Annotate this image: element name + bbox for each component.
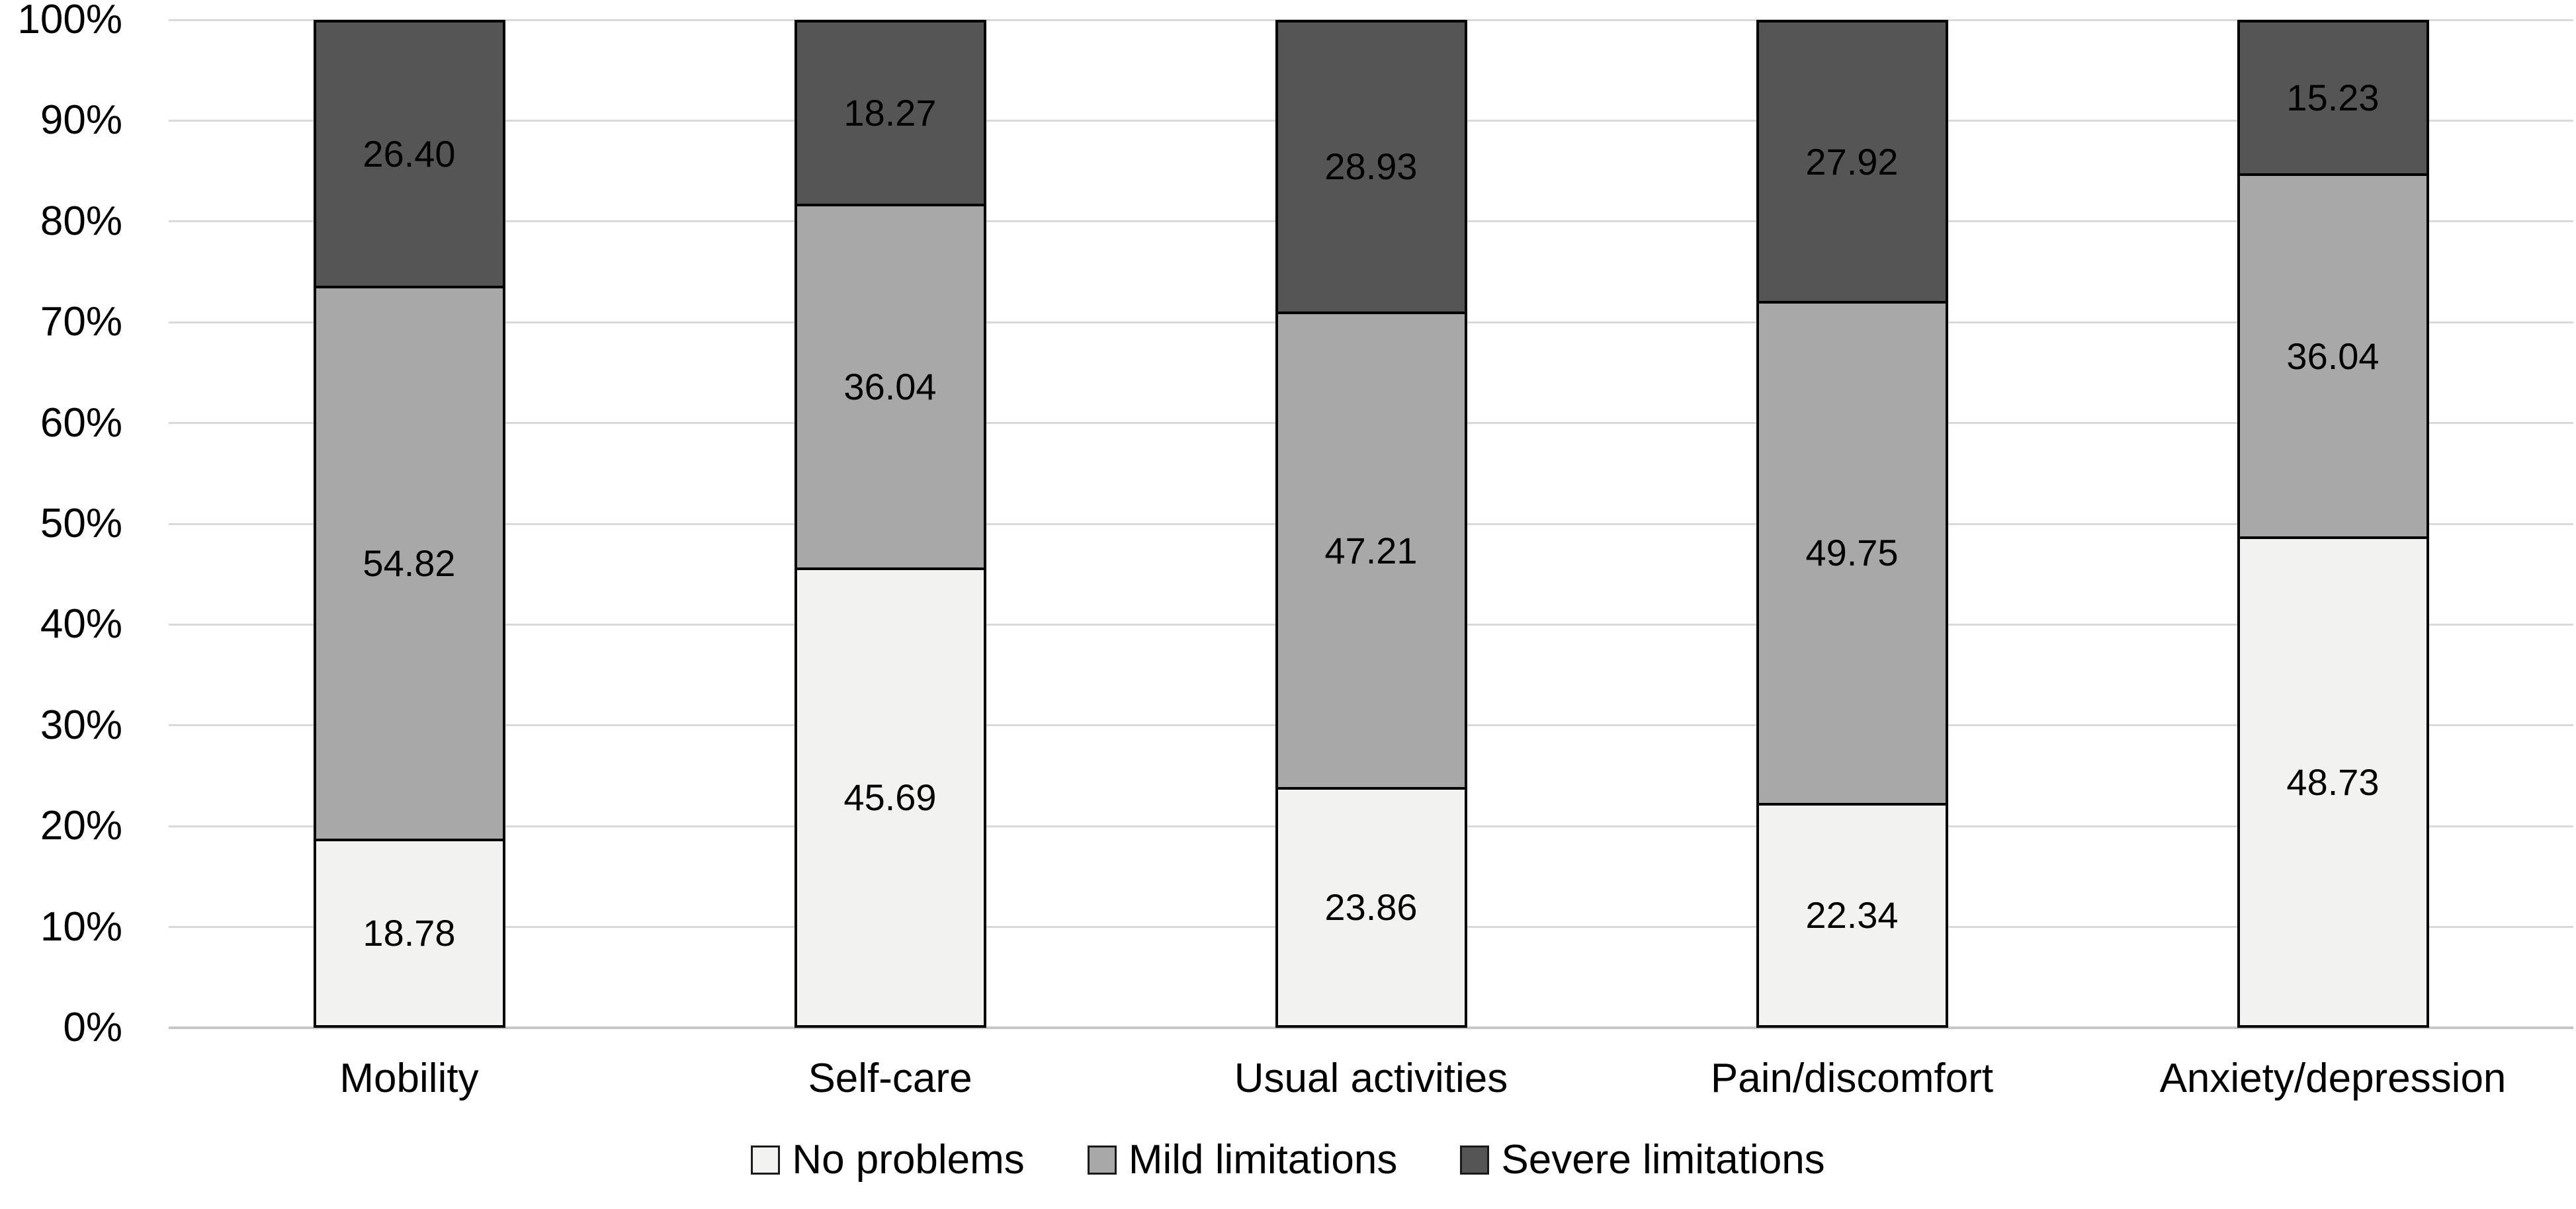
bar-segment: 48.73 xyxy=(2237,536,2429,1028)
legend-label: No problems xyxy=(792,1137,1025,1183)
segment-value-label: 26.40 xyxy=(363,133,456,175)
segment-value-label: 47.21 xyxy=(1324,529,1418,571)
y-axis-tick-label: 30% xyxy=(40,702,122,748)
legend-label: Severe limitations xyxy=(1501,1137,1825,1183)
x-axis-line xyxy=(169,1026,2573,1029)
x-axis-category-label: Mobility xyxy=(339,1055,479,1101)
bar-segment: 18.78 xyxy=(313,838,505,1028)
bar-segment: 36.04 xyxy=(794,204,986,567)
legend-item: No problems xyxy=(751,1136,1025,1183)
segment-value-label: 36.04 xyxy=(2286,335,2380,377)
bar-segment: 45.69 xyxy=(794,567,986,1028)
y-axis-tick-label: 90% xyxy=(40,97,122,144)
bar-segment: 54.82 xyxy=(313,286,505,839)
segment-value-label: 22.34 xyxy=(1805,894,1899,936)
segment-value-label: 18.27 xyxy=(843,92,937,134)
bar: 23.86 47.21 28.93 xyxy=(1275,20,1467,1028)
segment-value-label: 27.92 xyxy=(1805,140,1899,183)
segment-value-label: 28.93 xyxy=(1324,146,1418,188)
bar-segment: 22.34 xyxy=(1756,802,1948,1028)
bar-segment: 47.21 xyxy=(1275,311,1467,788)
bar: 45.69 36.04 18.27 xyxy=(794,20,986,1028)
bar-segment: 18.27 xyxy=(794,20,986,204)
segment-value-label: 49.75 xyxy=(1805,532,1899,574)
legend-swatch xyxy=(1087,1145,1117,1175)
legend-item: Severe limitations xyxy=(1460,1136,1825,1183)
segment-value-label: 18.78 xyxy=(363,911,456,954)
bar: 18.78 54.82 26.40 xyxy=(313,20,505,1028)
y-axis-tick-label: 100% xyxy=(17,0,122,42)
y-axis-tick-label: 60% xyxy=(40,399,122,446)
segment-value-label: 45.69 xyxy=(843,776,937,818)
bar-segment: 26.40 xyxy=(313,20,505,286)
legend: No problems Mild limitations Severe limita… xyxy=(0,1136,2576,1183)
y-axis-tick-label: 70% xyxy=(40,299,122,345)
segment-value-label: 36.04 xyxy=(843,366,937,408)
bar-segment: 27.92 xyxy=(1756,19,1948,302)
x-axis-category-label: Anxiety/depression xyxy=(2159,1055,2507,1101)
segment-value-label: 15.23 xyxy=(2286,77,2380,119)
y-axis-tick-label: 50% xyxy=(40,501,122,546)
legend-label: Mild limitations xyxy=(1128,1137,1398,1183)
y-axis-tick-label: 20% xyxy=(40,803,122,849)
y-axis-tick-label: 0% xyxy=(63,1005,122,1050)
segment-value-label: 23.86 xyxy=(1324,886,1418,929)
gridline xyxy=(169,19,2573,21)
plot-area: 18.78 54.82 26.40 45.69 36.04 18.27 23.86 47.21… xyxy=(169,19,2573,1029)
y-axis-tick-label: 40% xyxy=(40,601,122,647)
segment-value-label: 54.82 xyxy=(363,542,456,585)
legend-swatch xyxy=(751,1145,781,1175)
bar: 48.73 36.04 15.23 xyxy=(2237,20,2429,1028)
bar-segment: 49.75 xyxy=(1756,301,1948,803)
legend-swatch xyxy=(1460,1145,1490,1175)
segment-value-label: 48.73 xyxy=(2286,761,2380,803)
x-axis-category-label: Pain/discomfort xyxy=(1710,1055,1994,1101)
bar: 22.34 49.75 27.92 xyxy=(1756,19,1948,1028)
bar-segment: 36.04 xyxy=(2237,173,2429,537)
bar-segment: 28.93 xyxy=(1275,20,1467,312)
bar-segment: 15.23 xyxy=(2237,20,2429,174)
legend-item: Mild limitations xyxy=(1087,1136,1398,1183)
x-axis-category-label: Self-care xyxy=(808,1055,972,1101)
y-axis-tick-label: 80% xyxy=(40,198,122,244)
y-axis-tick-label: 10% xyxy=(40,903,122,950)
x-axis-category-label: Usual activities xyxy=(1234,1055,1508,1101)
bar-segment: 23.86 xyxy=(1275,787,1467,1028)
